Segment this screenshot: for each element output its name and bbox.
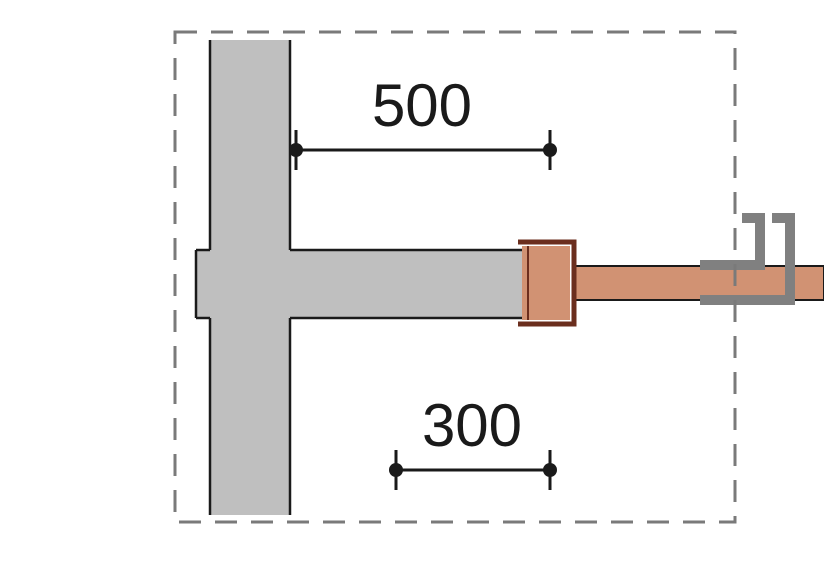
- dimension-top-dot-left: [289, 143, 303, 157]
- concrete-horizontal-fill: [196, 250, 546, 318]
- dimension-bottom-label: 300: [422, 392, 522, 459]
- dimension-top-label: 500: [372, 72, 472, 139]
- dimension-bottom-dot-right: [543, 463, 557, 477]
- dimension-top-dot-right: [543, 143, 557, 157]
- dimension-bottom-dot-left: [389, 463, 403, 477]
- connector-plate-fill: [522, 246, 570, 320]
